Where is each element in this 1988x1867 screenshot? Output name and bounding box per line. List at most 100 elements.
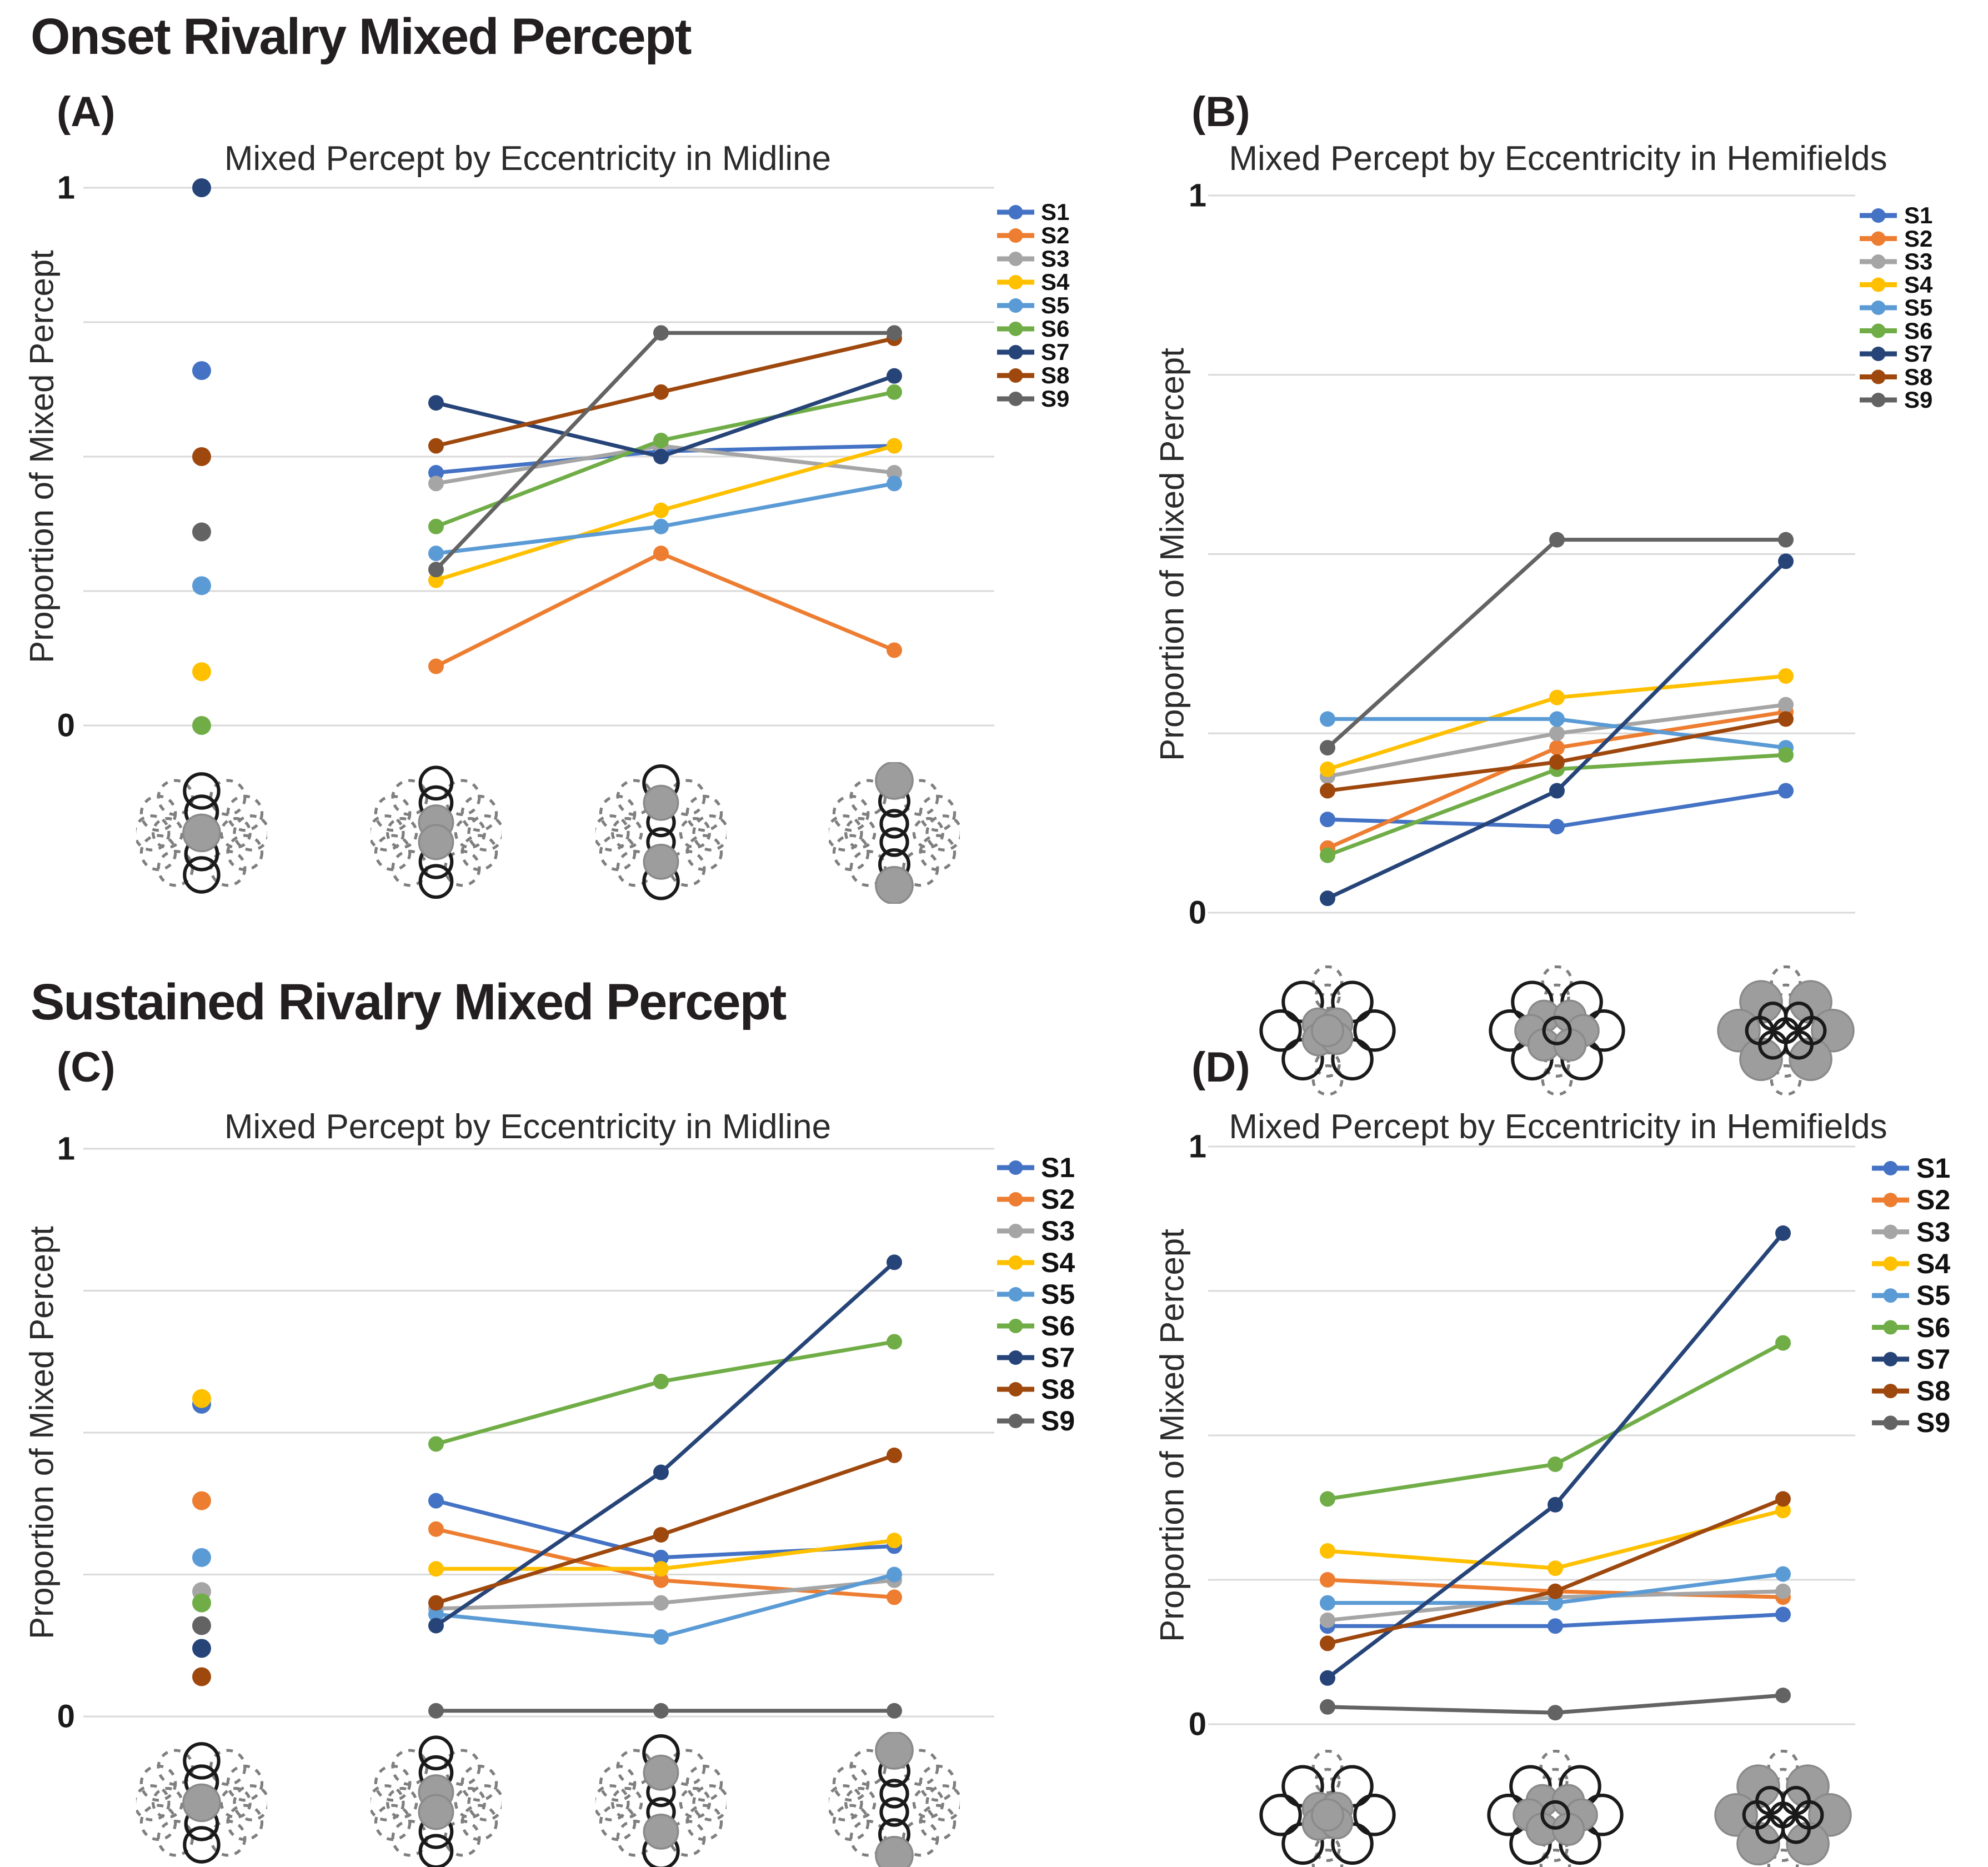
data-point-s6-x1 — [192, 716, 211, 735]
data-point-s6-x2 — [1548, 1456, 1563, 1472]
data-point-s6-x3 — [1775, 1335, 1791, 1351]
y-tick-max-c: 1 — [57, 1130, 75, 1167]
data-point-s5-x2 — [428, 1606, 444, 1623]
legend-marker-icon-s4 — [1008, 1255, 1023, 1270]
series-line-s1 — [434, 1499, 897, 1560]
data-point-s3-x1 — [192, 1582, 211, 1601]
legend-label-s9: S9 — [1916, 1407, 1951, 1439]
legend-label-s8: S8 — [1904, 363, 1933, 390]
legend-marker-icon-s6 — [1871, 323, 1886, 338]
series-line-s6 — [1325, 1341, 1785, 1501]
data-point-s7-x2 — [1548, 1496, 1563, 1513]
data-point-s9-x1 — [192, 522, 211, 542]
y-axis-label-d: Proportion of Mixed Percept — [1153, 1229, 1191, 1642]
legend-label-s4: S4 — [1041, 269, 1070, 295]
legend-marker-icon-s3 — [1008, 252, 1023, 266]
stimulus-icon-hemifield-ecc-1 — [1259, 965, 1396, 1096]
data-point-s6-x4 — [887, 1334, 902, 1350]
legend-marker-icon-s6 — [1008, 1319, 1023, 1333]
data-point-s1-x2 — [428, 1493, 444, 1509]
series-line-s7 — [1325, 559, 1788, 900]
data-point-s2-x2 — [1548, 1583, 1563, 1599]
data-point-s4-x1 — [1320, 761, 1335, 777]
data-point-s3-x3 — [653, 438, 669, 454]
data-point-s7-x2 — [1549, 783, 1565, 799]
stimulus-icon-midline-ecc-2 — [370, 765, 502, 899]
legend-marker-icon-s1 — [1008, 1160, 1023, 1175]
data-point-s5-x3 — [653, 1629, 669, 1645]
data-point-s8-x3 — [1778, 711, 1794, 727]
y-tick-min-d: 0 — [1188, 1706, 1206, 1743]
data-point-s9-x3 — [1778, 532, 1794, 548]
data-point-s7-x1 — [1320, 890, 1335, 907]
data-point-s6-x3 — [653, 1374, 669, 1390]
data-point-s4-x4 — [887, 438, 902, 454]
data-point-s2-x1 — [1320, 840, 1335, 856]
data-point-s3-x2 — [428, 1600, 444, 1616]
data-point-s6-x1 — [1320, 847, 1335, 863]
series-line-s7 — [434, 1260, 897, 1628]
data-point-s7-x3 — [1775, 1225, 1791, 1241]
legend-marker-icon-s5 — [1008, 1287, 1023, 1302]
data-point-s4-x3 — [1778, 668, 1794, 684]
data-point-s8-x2 — [428, 1595, 444, 1611]
y-tick-min-a: 0 — [57, 707, 75, 744]
legend-label-s2: S2 — [1041, 222, 1070, 248]
data-point-s6-x1 — [1320, 1491, 1335, 1507]
panel-letter-a: (A) — [57, 88, 116, 136]
data-point-s9-x3 — [1775, 1688, 1791, 1703]
stimulus-icon-midline-ecc-3 — [595, 1734, 727, 1867]
data-point-s4-x2 — [1548, 1560, 1563, 1576]
legend-marker-icon-s8 — [1883, 1384, 1898, 1399]
data-point-s4-x2 — [1549, 689, 1565, 705]
stimulus-icon-hemifield-ecc-3 — [1717, 965, 1855, 1096]
legend-marker-icon-s3 — [1871, 254, 1886, 269]
data-point-s3-x1 — [1320, 1612, 1335, 1628]
data-point-s9-x3 — [653, 325, 669, 341]
series-line-s2 — [1325, 710, 1788, 850]
stimulus-icon-hemifield-ecc-3 — [1714, 1750, 1852, 1867]
data-point-s5-x1 — [192, 576, 211, 595]
legend-marker-icon-s5 — [1883, 1288, 1898, 1303]
series-line-s8 — [434, 336, 897, 448]
data-point-s2-x2 — [1549, 740, 1565, 756]
data-point-s5-x4 — [887, 475, 902, 492]
legend-label-s5: S5 — [1041, 292, 1070, 318]
legend-label-s2: S2 — [1041, 1184, 1075, 1215]
data-point-s9-x1 — [1320, 740, 1335, 756]
data-point-s3-x1 — [1320, 768, 1335, 784]
data-point-s9-x4 — [887, 325, 902, 341]
legend-label-s6: S6 — [1916, 1312, 1951, 1343]
data-point-s4-x1 — [192, 1389, 211, 1408]
data-point-s4-x4 — [887, 1533, 902, 1549]
stimulus-icon-hemifield-ecc-2 — [1489, 965, 1625, 1096]
legend-marker-icon-s2 — [1871, 231, 1886, 246]
legend-marker-icon-s9 — [1883, 1415, 1898, 1430]
legend-marker-icon-s7 — [1871, 347, 1886, 361]
legend-marker-icon-s8 — [1008, 368, 1023, 383]
data-point-s2-x3 — [653, 1572, 669, 1588]
stimulus-icon-midline-ecc-1 — [136, 772, 267, 894]
data-point-s4-x2 — [428, 572, 444, 588]
series-line-s5 — [434, 1573, 897, 1639]
legend-marker-icon-s9 — [1871, 393, 1886, 407]
data-point-s9-x3 — [653, 1703, 669, 1719]
data-point-s5-x2 — [1549, 711, 1565, 727]
series-line-s5 — [1325, 1572, 1785, 1605]
data-point-s6-x3 — [653, 432, 669, 448]
data-point-s7-x1 — [1320, 1670, 1335, 1686]
data-point-s5-x3 — [1775, 1566, 1791, 1582]
legend-label-s3: S3 — [1041, 246, 1070, 272]
stimulus-icon-midline-ecc-2 — [370, 1735, 502, 1867]
data-point-s5-x2 — [428, 545, 444, 562]
data-point-s1-x4 — [887, 1538, 902, 1554]
legend-label-s2: S2 — [1916, 1184, 1951, 1216]
data-point-s8-x3 — [653, 1526, 669, 1543]
legend-label-s1: S1 — [1916, 1153, 1951, 1184]
series-line-s7 — [1325, 1231, 1785, 1680]
data-point-s2-x3 — [1778, 704, 1794, 720]
legend-marker-icon-s5 — [1871, 301, 1886, 315]
series-line-s3 — [1325, 1589, 1785, 1623]
data-point-s2-x4 — [887, 1589, 902, 1605]
